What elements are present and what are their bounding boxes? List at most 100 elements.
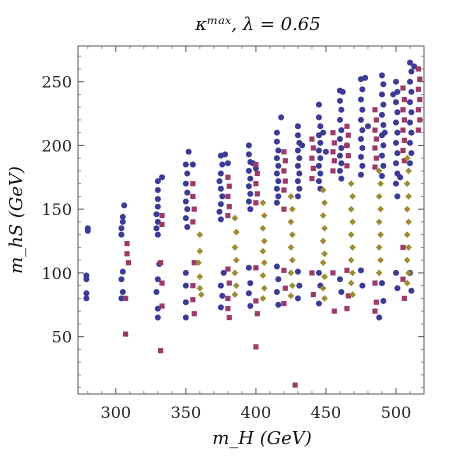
data-point-diamond xyxy=(231,291,239,298)
data-point-circle xyxy=(245,198,252,205)
data-point-diamond xyxy=(349,218,356,226)
data-point-circle xyxy=(394,285,401,292)
data-point-square xyxy=(400,127,406,133)
data-point-square xyxy=(225,212,231,219)
data-point-diamond xyxy=(261,237,268,245)
data-point-circle xyxy=(394,150,401,157)
data-point-circle xyxy=(359,144,366,151)
data-point-square xyxy=(415,66,421,72)
data-point-circle xyxy=(154,187,161,194)
data-point-circle xyxy=(411,63,418,70)
data-point-square xyxy=(401,158,407,164)
data-point-circle xyxy=(275,276,282,283)
data-point-diamond xyxy=(375,218,383,226)
data-point-diamond xyxy=(289,282,296,289)
data-point-square xyxy=(401,295,407,301)
data-point-circle xyxy=(378,72,385,79)
data-point-square xyxy=(159,212,165,219)
data-point-circle xyxy=(184,189,191,196)
data-point-circle xyxy=(153,225,160,232)
data-point-square xyxy=(190,181,196,187)
data-point-square xyxy=(331,140,337,146)
data-point-square xyxy=(191,260,197,266)
y-tick-label: 100 xyxy=(41,264,72,283)
data-point-square xyxy=(123,331,129,337)
data-point-circle xyxy=(296,185,303,192)
data-point-square xyxy=(401,137,407,143)
data-point-circle xyxy=(119,289,126,296)
data-point-circle xyxy=(118,295,125,302)
data-point-circle xyxy=(357,153,364,160)
data-point-circle xyxy=(294,193,301,200)
data-point-circle xyxy=(338,127,345,134)
data-point-circle xyxy=(408,68,415,75)
data-point-square xyxy=(400,147,406,154)
data-point-circle xyxy=(357,136,364,143)
data-point-circle xyxy=(378,111,385,118)
data-point-circle xyxy=(118,225,125,232)
data-point-diamond xyxy=(403,180,411,187)
y-tick-label: 200 xyxy=(41,136,72,155)
data-point-circle xyxy=(245,264,252,271)
data-point-square xyxy=(190,219,196,225)
data-point-circle xyxy=(83,290,90,297)
data-point-circle xyxy=(217,282,224,289)
data-point-circle xyxy=(359,282,366,289)
data-point-circle xyxy=(217,185,224,192)
data-point-square xyxy=(226,314,232,321)
data-point-square xyxy=(226,280,232,286)
data-point-circle xyxy=(154,178,161,185)
data-point-diamond xyxy=(261,284,268,292)
x-axis-title: m_H (GeV) xyxy=(212,428,312,449)
data-point-circle xyxy=(182,269,189,276)
data-point-circle xyxy=(294,147,301,154)
data-point-square xyxy=(253,200,259,206)
data-point-circle xyxy=(154,195,161,202)
data-point-square xyxy=(330,270,336,276)
data-point-diamond xyxy=(349,291,356,298)
data-point-circle xyxy=(185,148,192,155)
data-point-circle xyxy=(154,218,161,225)
data-point-square xyxy=(330,168,336,174)
data-point-circle xyxy=(119,218,126,225)
data-point-square xyxy=(225,174,231,180)
data-point-circle xyxy=(273,155,280,162)
data-point-circle xyxy=(154,314,161,321)
data-point-circle xyxy=(273,263,280,270)
data-point-diamond xyxy=(289,231,296,238)
data-point-diamond xyxy=(375,167,383,175)
data-point-square xyxy=(344,305,350,312)
data-point-square xyxy=(226,183,232,189)
data-point-square xyxy=(253,161,259,168)
data-point-diamond xyxy=(403,154,411,162)
data-point-diamond xyxy=(403,205,411,213)
data-point-square xyxy=(401,96,407,103)
data-point-square xyxy=(372,308,378,314)
data-point-square xyxy=(282,178,288,184)
data-point-circle xyxy=(245,183,252,190)
data-point-circle xyxy=(294,295,301,302)
data-point-diamond xyxy=(321,199,328,207)
data-point-square xyxy=(191,311,197,317)
data-point-square xyxy=(309,155,315,161)
data-point-diamond xyxy=(347,256,355,264)
data-point-square xyxy=(417,117,423,123)
data-point-square xyxy=(345,293,351,299)
data-point-circle xyxy=(406,59,413,66)
data-point-circle xyxy=(317,170,324,177)
data-point-square xyxy=(372,164,378,170)
data-point-circle xyxy=(224,160,231,167)
data-point-circle xyxy=(315,147,322,154)
data-point-diamond xyxy=(287,193,295,200)
data-point-diamond xyxy=(319,212,327,219)
axis-ticks: 300 350 400 450 500 50 100 150 200 250 xyxy=(41,46,425,422)
data-point-square xyxy=(254,170,260,177)
data-point-circle xyxy=(378,91,385,98)
data-point-square xyxy=(253,344,259,350)
data-point-square xyxy=(254,191,260,197)
data-point-square xyxy=(123,295,129,301)
data-point-square xyxy=(400,244,406,251)
data-point-circle xyxy=(378,280,385,287)
data-point-circle xyxy=(247,175,254,182)
